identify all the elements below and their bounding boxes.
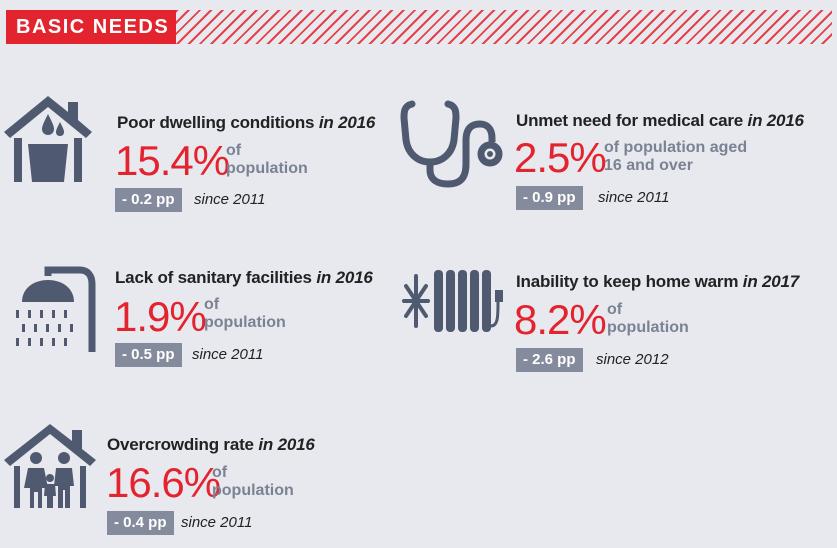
header-stripes	[176, 10, 832, 44]
indicator-title: Inability to keep home warm in 2017	[516, 272, 800, 291]
since-label: since 2011	[194, 191, 266, 208]
change-badge: - 2.6 pp	[516, 348, 583, 372]
since-label: since 2011	[192, 346, 264, 363]
indicator-value: 15.4%	[115, 137, 230, 184]
indicator-unit: of population	[204, 296, 286, 331]
indicator-title: Lack of sanitary facilities in 2016	[115, 268, 373, 287]
change-badge: - 0.2 pp	[115, 188, 182, 212]
indicator-unit: of population aged 16 and over	[604, 139, 748, 174]
house-bucket-icon	[4, 96, 92, 182]
indicator-value: 2.5%	[514, 134, 607, 181]
indicator-value: 8.2%	[514, 296, 607, 343]
change-badge: - 0.9 pp	[516, 186, 583, 210]
change-badge: - 0.5 pp	[115, 343, 182, 367]
indicator-unit: of population	[226, 142, 308, 177]
shower-icon	[16, 266, 96, 352]
radiator-snowflake-icon	[402, 270, 503, 332]
indicator-title: Overcrowding rate in 2016	[107, 435, 315, 454]
indicator-value: 1.9%	[114, 293, 207, 340]
indicator-unit: of population	[607, 301, 689, 336]
house-family-icon	[4, 424, 96, 508]
change-badge: - 0.4 pp	[107, 511, 174, 535]
indicator-value: 16.6%	[106, 459, 221, 506]
stethoscope-icon	[400, 100, 503, 188]
indicator-title: Unmet need for medical care in 2016	[516, 111, 804, 130]
section-title: BASIC NEEDS	[6, 10, 176, 44]
indicator-title: Poor dwelling conditions in 2016	[117, 113, 376, 132]
section-header: BASIC NEEDS	[6, 10, 832, 44]
since-label: since 2011	[181, 514, 253, 531]
since-label: since 2011	[598, 189, 670, 206]
indicator-unit: of population	[212, 464, 294, 499]
since-label: since 2012	[596, 351, 669, 368]
